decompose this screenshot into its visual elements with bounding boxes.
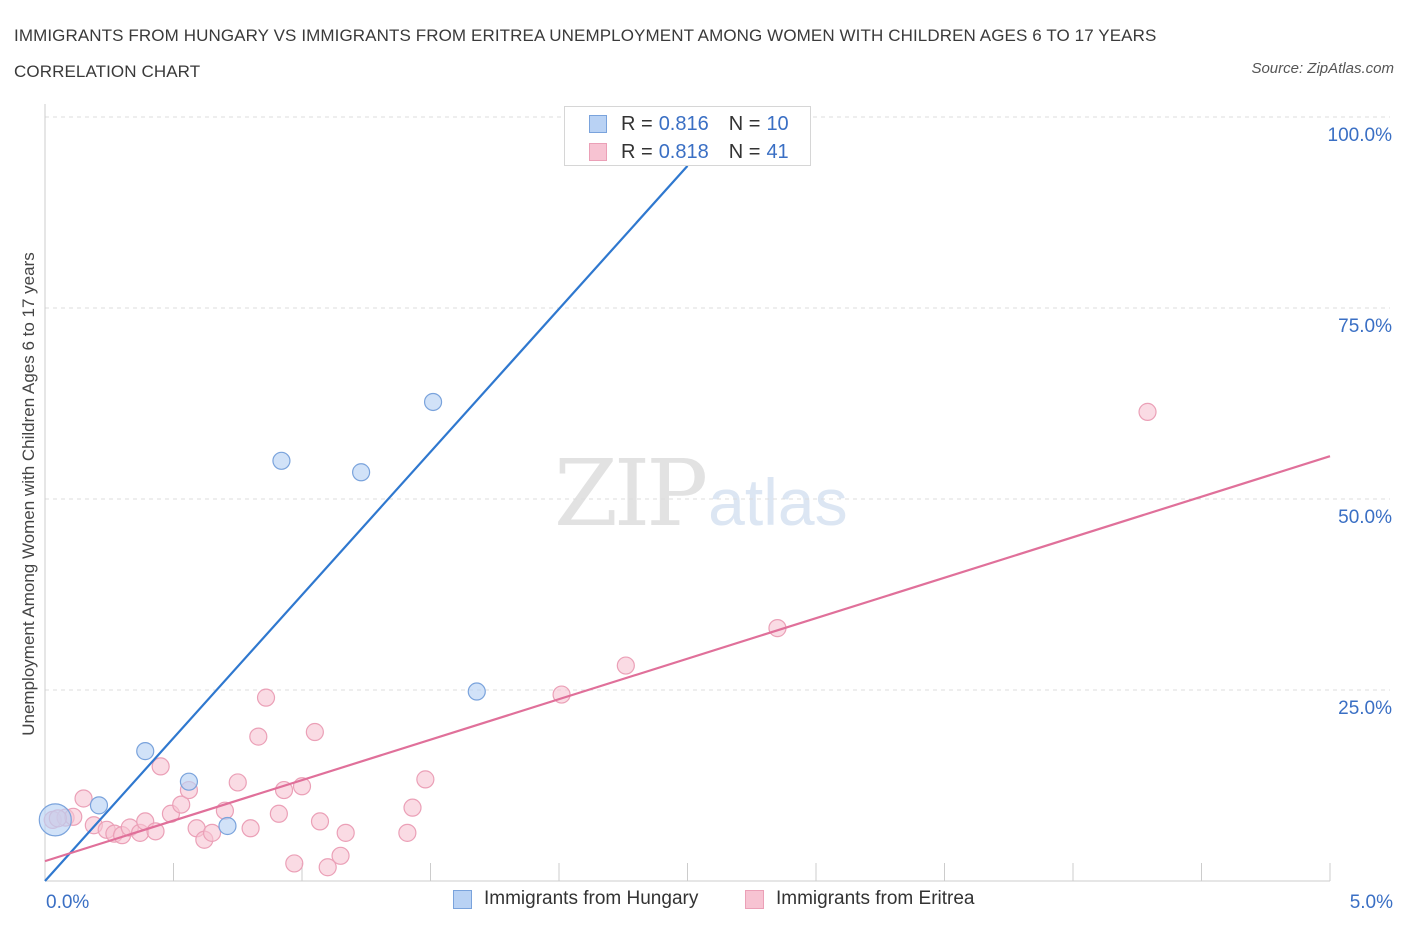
eritrea-point [74, 789, 93, 808]
eritrea-point [310, 812, 330, 831]
hungary-n-label: N = [728, 112, 761, 135]
zipatlas-watermark: ZIPatlas [554, 440, 848, 547]
eritrea-point [305, 722, 324, 742]
eritrea-n-value: 41 [766, 140, 789, 163]
eritrea-point [172, 795, 191, 814]
hungary-legend-label: Immigrants from Hungary [484, 888, 699, 909]
eritrea-point [398, 823, 417, 842]
hungary-swatch [589, 115, 607, 133]
eritrea-point [336, 823, 355, 842]
hungary-point [218, 816, 237, 836]
y-tick-label: 75.0% [1338, 316, 1392, 337]
hungary-point-large [38, 803, 72, 837]
hungary-point [423, 392, 443, 412]
eritrea-legend-swatch [745, 889, 764, 909]
hungary-n-value: 10 [766, 112, 789, 135]
eritrea-point [331, 846, 350, 865]
eritrea-point [241, 819, 260, 838]
watermark-atlas: atlas [708, 465, 848, 539]
hungary-r-value: 0.816 [658, 112, 709, 135]
hungary-point [89, 796, 109, 815]
eritrea-point [1138, 402, 1157, 422]
y-tick-label: 100.0% [1328, 125, 1393, 146]
stats-legend: R = 0.816 N = 10 R = 0.818 N = 41 [564, 106, 811, 166]
hungary-point [467, 682, 486, 701]
x-tick-label-max: 5.0% [1350, 892, 1393, 913]
hungary-point [352, 463, 371, 482]
eritrea-point [616, 656, 635, 675]
chart-title: IMMIGRANTS FROM HUNGARY VS IMMIGRANTS FR… [14, 26, 1157, 81]
eritrea-swatch [589, 143, 607, 161]
eritrea-point [151, 757, 170, 776]
hungary-point [179, 772, 199, 791]
eritrea-n-label: N = [728, 140, 761, 163]
x-tick-label-min: 0.0% [46, 892, 89, 913]
hungary-point [272, 451, 291, 470]
eritrea-point [228, 773, 247, 792]
eritrea-point [274, 780, 294, 800]
eritrea-r-value: 0.818 [658, 140, 709, 163]
hungary-legend-swatch [453, 889, 472, 909]
series-legend: Immigrants from Hungary Immigrants from … [0, 888, 1406, 916]
series-legend-eritrea[interactable]: Immigrants from Eritrea [745, 888, 974, 910]
y-axis-label: Unemployment Among Women with Children A… [19, 252, 38, 736]
y-tick-label: 50.0% [1338, 507, 1392, 528]
series-legend-hungary[interactable]: Immigrants from Hungary [453, 888, 698, 910]
hungary-point [136, 742, 155, 761]
source-label: Source: ZipAtlas.com [1251, 60, 1394, 77]
hungary-r-label: R = [621, 112, 653, 135]
eritrea-trendline [44, 455, 1331, 863]
y-tick-label: 25.0% [1338, 698, 1392, 719]
watermark-zip: ZIP [554, 440, 708, 547]
eritrea-point [249, 727, 268, 746]
eritrea-point [256, 688, 276, 707]
eritrea-point [269, 804, 288, 823]
eritrea-point [202, 823, 222, 842]
eritrea-point [285, 854, 304, 873]
eritrea-legend-label: Immigrants from Eritrea [776, 888, 975, 909]
eritrea-point [318, 858, 337, 877]
eritrea-r-label: R = [621, 140, 653, 163]
stats-legend-hungary: R = 0.816 N = 10 [589, 112, 789, 136]
hungary-trendline [44, 165, 689, 882]
stats-legend-eritrea: R = 0.818 N = 41 [589, 140, 789, 164]
eritrea-point [403, 798, 422, 817]
eritrea-point [416, 770, 435, 789]
